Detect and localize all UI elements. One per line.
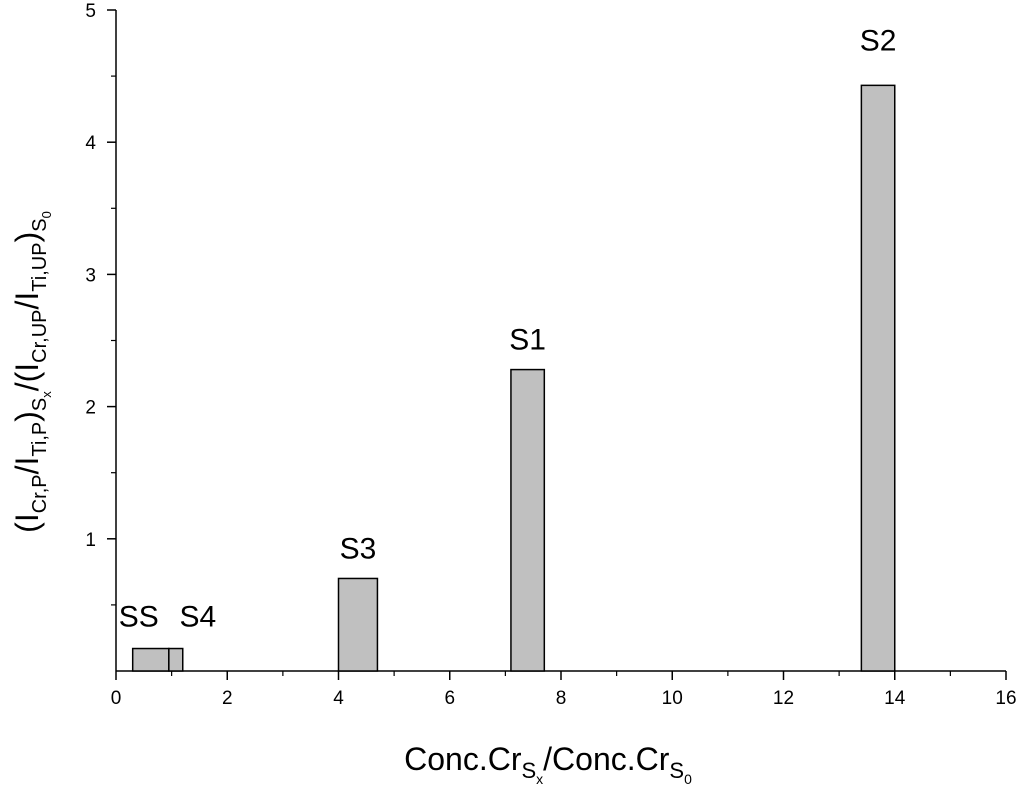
bar-label-s1: S1 [509,324,546,357]
x-tick-label: 10 [662,688,683,709]
y-tick-label: 1 [85,530,96,551]
bar-s4 [168,647,184,672]
x-tick-label: 8 [556,688,567,709]
x-tick-label: 16 [995,688,1016,709]
bar-s3 [337,577,379,672]
bar-label-ss: SS [119,601,159,634]
bar-label-s3: S3 [340,532,377,565]
y-tick-label: 2 [85,398,96,419]
x-tick-label: 2 [222,688,233,709]
bars [131,84,896,672]
bar-ss [131,647,170,672]
bar-s1 [510,368,546,672]
y-tick-label: 3 [85,265,96,286]
bar-label-s4: S4 [179,601,216,634]
bar-label-s2: S2 [860,24,897,57]
bar-labels: SS S4 S3 S1 S2 [119,24,897,633]
x-tick-label: 14 [884,688,906,709]
y-axis-title: (ICr,P/ITi,P)Sx/(ICr,UP/ITi,UP)S0 [9,211,54,533]
x-tick-label: 0 [111,688,122,709]
x-tick-label: 12 [773,688,794,709]
x-tick-label: 4 [333,688,344,709]
bar-s2 [860,84,896,672]
y-tick-label: 4 [85,133,96,154]
x-axis-title: Conc.CrSx/Conc.CrS0 [404,741,692,787]
x-tick-label: 6 [444,688,455,709]
y-tick-label: 5 [85,1,96,22]
